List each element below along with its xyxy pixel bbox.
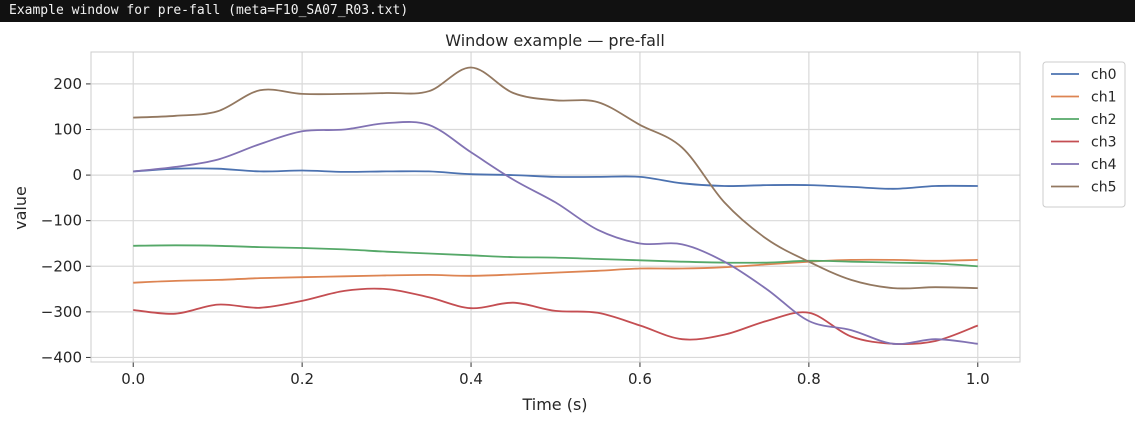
x-tick-label: 0.4 xyxy=(459,370,483,388)
legend-label: ch4 xyxy=(1091,157,1117,173)
y-tick-label: 200 xyxy=(53,75,82,93)
series-line-ch2 xyxy=(133,244,978,268)
plot-background xyxy=(0,22,1135,425)
figure: 0.0 0.2 0.4 0.6 0.8 1.0 200 100 0 −100 −200 −300 −4… xyxy=(0,22,1135,425)
y-tick-label: −400 xyxy=(41,348,82,366)
y-tick-label: −100 xyxy=(41,212,82,230)
gridlines xyxy=(86,52,1020,367)
series-line-ch1 xyxy=(133,258,978,284)
legend-label: ch0 xyxy=(1091,67,1116,83)
series-line-ch4 xyxy=(133,121,978,345)
x-tick-label: 0.8 xyxy=(797,370,821,388)
legend-label: ch2 xyxy=(1091,112,1116,128)
window-title: Example window for pre-fall (meta=F10_SA… xyxy=(9,3,409,18)
legend-label: ch5 xyxy=(1091,180,1116,196)
legend: ch0 ch1 ch2 ch3 ch4 ch5 xyxy=(1042,61,1126,208)
x-tick-label: 0.6 xyxy=(628,370,652,388)
series-lines xyxy=(133,66,979,345)
series-line-ch5 xyxy=(133,66,978,290)
series-line-ch3 xyxy=(133,287,979,345)
chart-title: Window example — pre-fall xyxy=(445,31,665,50)
x-tick-label: 1.0 xyxy=(966,370,990,388)
legend-label: ch3 xyxy=(1091,135,1116,151)
plot-frame xyxy=(90,51,1021,363)
x-tick-label: 0.0 xyxy=(121,370,145,388)
y-tick-label: 0 xyxy=(72,166,82,184)
x-tick-labels: 0.0 0.2 0.4 0.6 0.8 1.0 xyxy=(121,370,989,388)
x-axis-label: Time (s) xyxy=(521,395,587,414)
window-titlebar: Example window for pre-fall (meta=F10_SA… xyxy=(0,0,1135,22)
y-axis-label: value xyxy=(11,186,30,230)
line-chart: 0.0 0.2 0.4 0.6 0.8 1.0 200 100 0 −100 −200 −300 −4… xyxy=(0,22,1135,425)
legend-label: ch1 xyxy=(1091,90,1116,106)
legend-box xyxy=(1042,61,1126,208)
y-tick-label: −300 xyxy=(41,303,82,321)
x-tick-label: 0.2 xyxy=(290,370,314,388)
y-tick-label: 100 xyxy=(53,121,82,139)
series-line-ch0 xyxy=(133,167,978,190)
y-tick-label: −200 xyxy=(41,257,82,275)
y-tick-labels: 200 100 0 −100 −200 −300 −400 xyxy=(41,75,82,367)
